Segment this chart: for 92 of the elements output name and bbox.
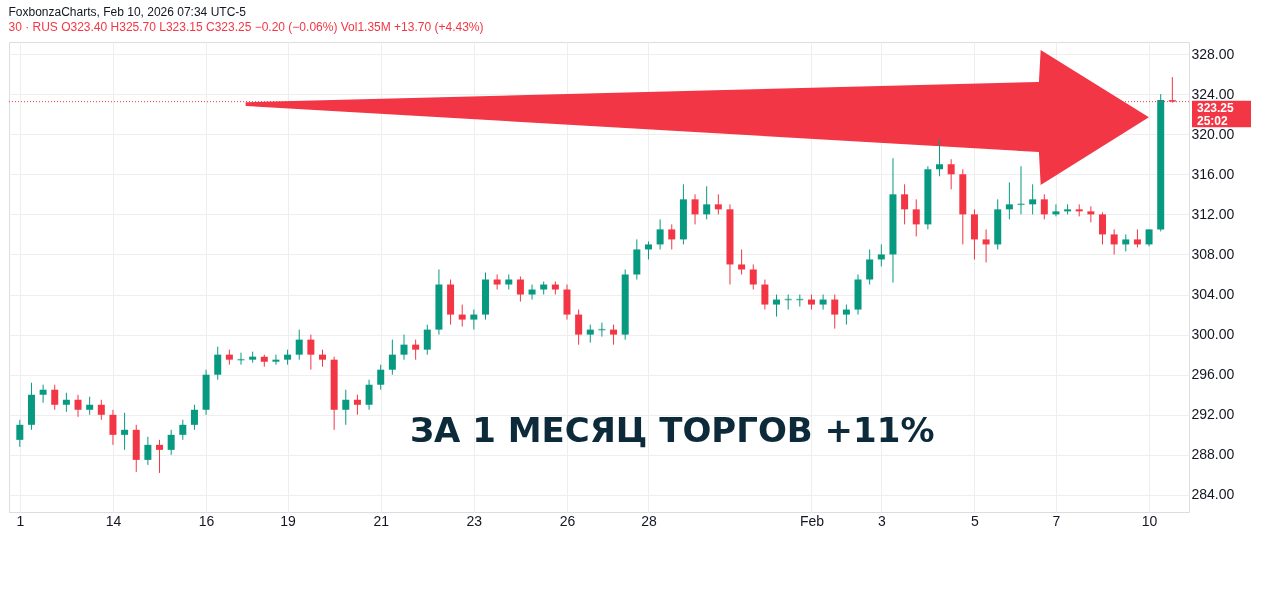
text: 25:02	[1197, 113, 1229, 128]
candlestick	[738, 248, 746, 275]
candlestick	[901, 183, 909, 225]
y-tick-label: 316.00	[1191, 165, 1235, 182]
candlestick	[144, 436, 152, 466]
x-tick-label: 28	[641, 512, 657, 529]
candlestick	[377, 364, 385, 391]
y-tick-label: 308.00	[1191, 245, 1235, 262]
y-tick-label: 284.00	[1191, 486, 1235, 503]
x-tick-label: Feb	[799, 512, 825, 529]
candlestick	[458, 304, 466, 328]
candlestick	[167, 429, 175, 456]
y-tick-label: 324.00	[1191, 85, 1235, 102]
x-tick-label: 14	[105, 512, 122, 529]
candlestick	[295, 329, 303, 361]
y-tick-label: 328.00	[1191, 45, 1235, 62]
candlestick	[936, 138, 944, 177]
candlestick	[16, 419, 24, 448]
chart-subtitle: 30 · RUS O323.40 H325.70 L323.15 C323.25 −0.20 (−0.06%) Vol1.35M +13.70 (+4.43%)	[8, 20, 484, 34]
candlestick	[400, 334, 408, 361]
candlestick	[1029, 183, 1037, 215]
y-tick-label: 296.00	[1191, 366, 1235, 383]
candlestick	[831, 294, 839, 330]
candlestick	[388, 339, 396, 376]
candlestick	[121, 412, 129, 451]
x-tick-label: 3	[877, 512, 886, 529]
candlestick	[412, 339, 420, 361]
candlestick	[575, 309, 583, 346]
candlestick	[342, 389, 350, 426]
candlestick	[214, 346, 222, 381]
candlestick	[691, 193, 699, 225]
x-tick-label: 23	[466, 512, 483, 529]
ref-line-label: 323.25	[1197, 100, 1235, 115]
x-tick-label: 1	[16, 512, 25, 529]
y-tick-label: 300.00	[1191, 326, 1235, 343]
y-tick-label: 320.00	[1191, 125, 1235, 142]
candlestick	[39, 384, 47, 404]
candlestick	[586, 324, 594, 344]
candlestick	[74, 394, 82, 418]
candlestick	[982, 228, 990, 263]
candlestick	[516, 276, 524, 303]
candlestick	[423, 324, 431, 356]
x-tick-label: 16	[198, 512, 215, 529]
candlestick	[528, 284, 536, 301]
candlestick	[97, 399, 105, 421]
y-tick-label: 292.00	[1191, 406, 1235, 423]
candlestick	[912, 198, 920, 237]
candlestick	[668, 223, 676, 250]
candlestick	[1087, 205, 1095, 223]
candlestick	[353, 394, 361, 416]
candlestick	[866, 248, 874, 286]
candlestick	[272, 354, 280, 366]
candlestick	[819, 294, 827, 311]
candlestick	[86, 396, 94, 416]
candlestick	[644, 240, 652, 260]
candlestick	[1110, 228, 1118, 255]
y-tick-label: 288.00	[1191, 446, 1235, 463]
candlestick	[1133, 228, 1141, 248]
candlestick	[156, 439, 164, 474]
x-tick-label: 7	[1052, 512, 1061, 529]
candlestick	[1052, 203, 1060, 217]
candlestick	[656, 218, 664, 250]
y-tick-label: 304.00	[1191, 286, 1235, 303]
candlestick	[179, 419, 187, 441]
candlestick	[1099, 211, 1107, 245]
chart-title: FoxbonzaCharts, Feb 10, 2026 07:34 UTC-5	[8, 5, 247, 19]
annotation: ЗА 1 МЕСЯЦ ТОРГОВ +11%	[409, 410, 935, 451]
x-tick-label: 5	[971, 512, 980, 529]
candlestick	[365, 379, 373, 411]
candlestick	[470, 309, 478, 331]
candlestick	[1040, 193, 1048, 220]
candlestick	[947, 158, 955, 190]
candlestick	[190, 404, 198, 431]
candlestick	[842, 304, 850, 326]
x-tick-label: 19	[280, 512, 297, 529]
y-tick-label: 312.00	[1191, 205, 1235, 222]
x-tick-label: 10	[1141, 512, 1158, 529]
candlestick	[749, 263, 757, 291]
candlestick	[1005, 181, 1013, 220]
candlestick	[307, 334, 315, 371]
candlestick	[51, 384, 59, 411]
candlestick	[703, 185, 711, 220]
candlestick	[773, 294, 781, 318]
candlestick	[62, 392, 70, 413]
candlestick	[610, 324, 618, 346]
candlestick	[109, 409, 117, 446]
candlestick	[761, 279, 769, 311]
x-tick-label: 26	[559, 512, 576, 529]
candlestick	[714, 193, 722, 215]
candlestick	[877, 243, 885, 267]
candlestick	[493, 273, 501, 291]
x-tick-label: 21	[373, 512, 390, 529]
